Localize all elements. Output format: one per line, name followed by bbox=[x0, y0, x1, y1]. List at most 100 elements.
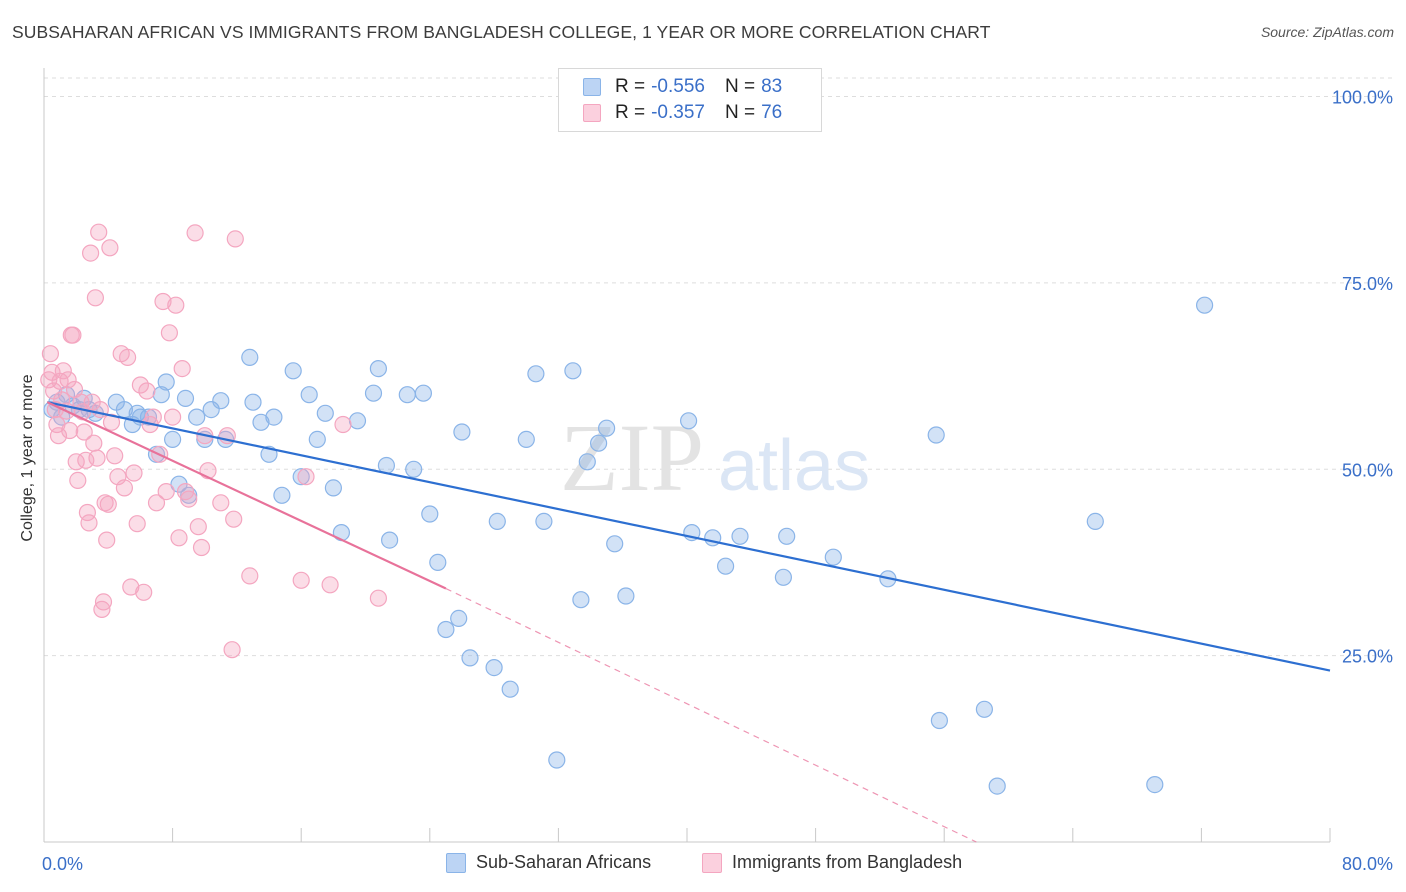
point-bangladesh bbox=[101, 239, 119, 257]
tick-labels: 25.0% 50.0% 75.0% 100.0% 0.0% 80.0% bbox=[42, 88, 1393, 875]
point-bangladesh bbox=[54, 362, 72, 380]
point-bangladesh bbox=[125, 464, 143, 482]
point-subsaharan bbox=[1086, 512, 1104, 531]
point-subsaharan bbox=[774, 568, 793, 586]
point-subsaharan bbox=[429, 553, 447, 572]
point-bangladesh bbox=[192, 538, 211, 557]
point-bangladesh bbox=[75, 423, 93, 441]
point-subsaharan bbox=[930, 711, 949, 730]
point-bangladesh bbox=[59, 371, 77, 389]
trendline-subsaharan bbox=[46, 401, 1331, 672]
point-bangladesh bbox=[241, 567, 259, 585]
point-bangladesh bbox=[160, 324, 178, 342]
point-subsaharan bbox=[975, 700, 994, 718]
point-bangladesh bbox=[61, 421, 79, 440]
point-subsaharan bbox=[988, 777, 1006, 795]
point-bangladesh bbox=[167, 296, 185, 314]
point-subsaharan bbox=[578, 453, 596, 471]
point-subsaharan bbox=[164, 430, 182, 448]
point-subsaharan bbox=[450, 609, 468, 628]
point-bangladesh bbox=[223, 641, 241, 659]
point-bangladesh bbox=[189, 518, 207, 536]
watermark-zip: ZIP bbox=[560, 404, 704, 511]
point-bangladesh bbox=[180, 490, 198, 508]
data-points bbox=[40, 223, 1214, 795]
watermark: ZIP atlas bbox=[560, 404, 870, 511]
point-subsaharan bbox=[1195, 296, 1214, 314]
point-bangladesh bbox=[147, 494, 166, 512]
point-subsaharan bbox=[244, 393, 262, 411]
point-subsaharan bbox=[284, 362, 302, 380]
watermark-atlas: atlas bbox=[718, 426, 870, 506]
point-bangladesh bbox=[80, 514, 98, 532]
bottom-legend-swatch-pink bbox=[702, 852, 722, 873]
point-subsaharan bbox=[461, 649, 479, 667]
trendline-bangladesh-extension bbox=[445, 587, 977, 843]
point-subsaharan bbox=[517, 430, 535, 448]
legend-r-value: -0.556 bbox=[651, 76, 705, 97]
trend-lines bbox=[46, 401, 1331, 843]
x-tick-label: 80.0% bbox=[1342, 854, 1393, 874]
legend-row-bangladesh: R = -0.357 N = 76 bbox=[583, 101, 782, 125]
point-bangladesh bbox=[98, 531, 116, 549]
point-subsaharan bbox=[1146, 775, 1164, 794]
point-subsaharan bbox=[453, 423, 471, 441]
point-subsaharan bbox=[348, 412, 367, 430]
point-bangladesh bbox=[173, 360, 191, 378]
legend-n-label: N = bbox=[724, 76, 756, 97]
point-subsaharan bbox=[369, 360, 387, 378]
point-subsaharan bbox=[308, 430, 326, 448]
point-bangladesh bbox=[334, 415, 352, 434]
point-bangladesh bbox=[138, 382, 156, 400]
point-bangladesh bbox=[41, 345, 60, 363]
point-subsaharan bbox=[212, 392, 230, 410]
point-bangladesh bbox=[69, 471, 87, 489]
point-bangladesh bbox=[49, 427, 68, 445]
point-subsaharan bbox=[679, 412, 698, 430]
point-bangladesh bbox=[297, 468, 315, 486]
bottom-legend-bangladesh: Immigrants from Bangladesh bbox=[702, 852, 962, 873]
point-subsaharan bbox=[501, 680, 519, 698]
point-bangladesh bbox=[170, 529, 188, 547]
legend-r-label: R = bbox=[615, 76, 646, 97]
legend-n-label: N = bbox=[724, 102, 756, 123]
point-subsaharan bbox=[535, 512, 553, 531]
point-subsaharan bbox=[152, 386, 170, 404]
point-bangladesh bbox=[186, 224, 204, 242]
point-bangladesh bbox=[131, 376, 149, 394]
point-bangladesh bbox=[292, 571, 310, 589]
point-subsaharan bbox=[527, 365, 545, 383]
point-subsaharan bbox=[488, 512, 506, 531]
point-bangladesh bbox=[321, 576, 339, 594]
series-name-subsaharan: Sub-Saharan Africans bbox=[476, 852, 652, 872]
legend-row-subsaharan: R = -0.556 N = 83 bbox=[583, 75, 782, 99]
y-tick-label: 50.0% bbox=[1342, 460, 1393, 480]
point-subsaharan bbox=[731, 527, 749, 545]
point-subsaharan bbox=[241, 348, 259, 366]
point-subsaharan bbox=[398, 386, 416, 404]
point-bangladesh bbox=[86, 289, 105, 307]
point-bangladesh bbox=[102, 413, 121, 431]
legend-n-value: 76 bbox=[761, 102, 783, 123]
point-subsaharan bbox=[716, 557, 735, 575]
point-bangladesh bbox=[225, 510, 243, 528]
point-subsaharan bbox=[927, 426, 945, 444]
point-bangladesh bbox=[90, 223, 108, 241]
point-bangladesh bbox=[115, 479, 134, 497]
point-bangladesh bbox=[106, 447, 124, 465]
legend-r-label: R = bbox=[615, 102, 646, 123]
source-label: Source: ZipAtlas.com bbox=[1260, 24, 1394, 40]
point-subsaharan bbox=[617, 587, 635, 605]
bottom-legend-subsaharan: Sub-Saharan Africans bbox=[446, 852, 651, 873]
point-subsaharan bbox=[381, 531, 399, 549]
bottom-legend-swatch-blue bbox=[446, 852, 466, 873]
point-bangladesh bbox=[99, 495, 117, 513]
point-subsaharan bbox=[589, 434, 608, 452]
chart-title: SUBSAHARAN AFRICAN VS IMMIGRANTS FROM BA… bbox=[12, 22, 991, 42]
point-subsaharan bbox=[778, 527, 796, 545]
y-tick-label: 100.0% bbox=[1332, 88, 1393, 108]
point-subsaharan bbox=[300, 386, 318, 404]
point-bangladesh bbox=[157, 483, 175, 501]
point-subsaharan bbox=[273, 486, 291, 504]
